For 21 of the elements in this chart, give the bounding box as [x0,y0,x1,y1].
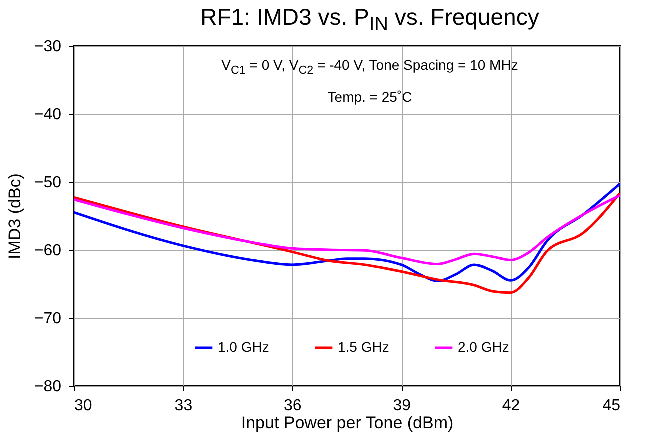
x-tick-label: 39 [393,398,412,414]
y-tick-label: −50 [34,174,62,192]
line-series [74,194,620,266]
y-axis-title: IMD3 (dBc) [5,174,24,260]
annotation: Temp. = 25˚C [326,88,414,107]
x-axis-title: Input Power per Tone (dBm) [241,414,454,432]
y-tick-label: −60 [34,242,62,260]
y-tick-label: −70 [34,310,62,328]
y-tick-label: −30 [34,38,62,56]
x-tick-label: 36 [284,398,302,414]
x-tick-label: 33 [174,398,193,414]
chart-title: RF1: IMD3 vs. P$_{IN}$ vs. Frequency [200,3,540,38]
x-tick-label: 42 [502,398,520,414]
y-tick-label: −80 [34,378,62,396]
x-tick-label: 30 [74,398,92,414]
y-tick-label: −40 [34,106,62,124]
legend-label: 1.5 GHz [338,339,390,355]
x-tick-label: 45 [602,398,621,414]
legend-label: 1.0 GHz [218,339,270,355]
legend-label: 2.0 GHz [458,339,510,355]
annotation: V$_{C1}$ = 0 V, V$_{C2}$ = -40 V, Tone Spacing = 10 MHz [220,56,520,79]
